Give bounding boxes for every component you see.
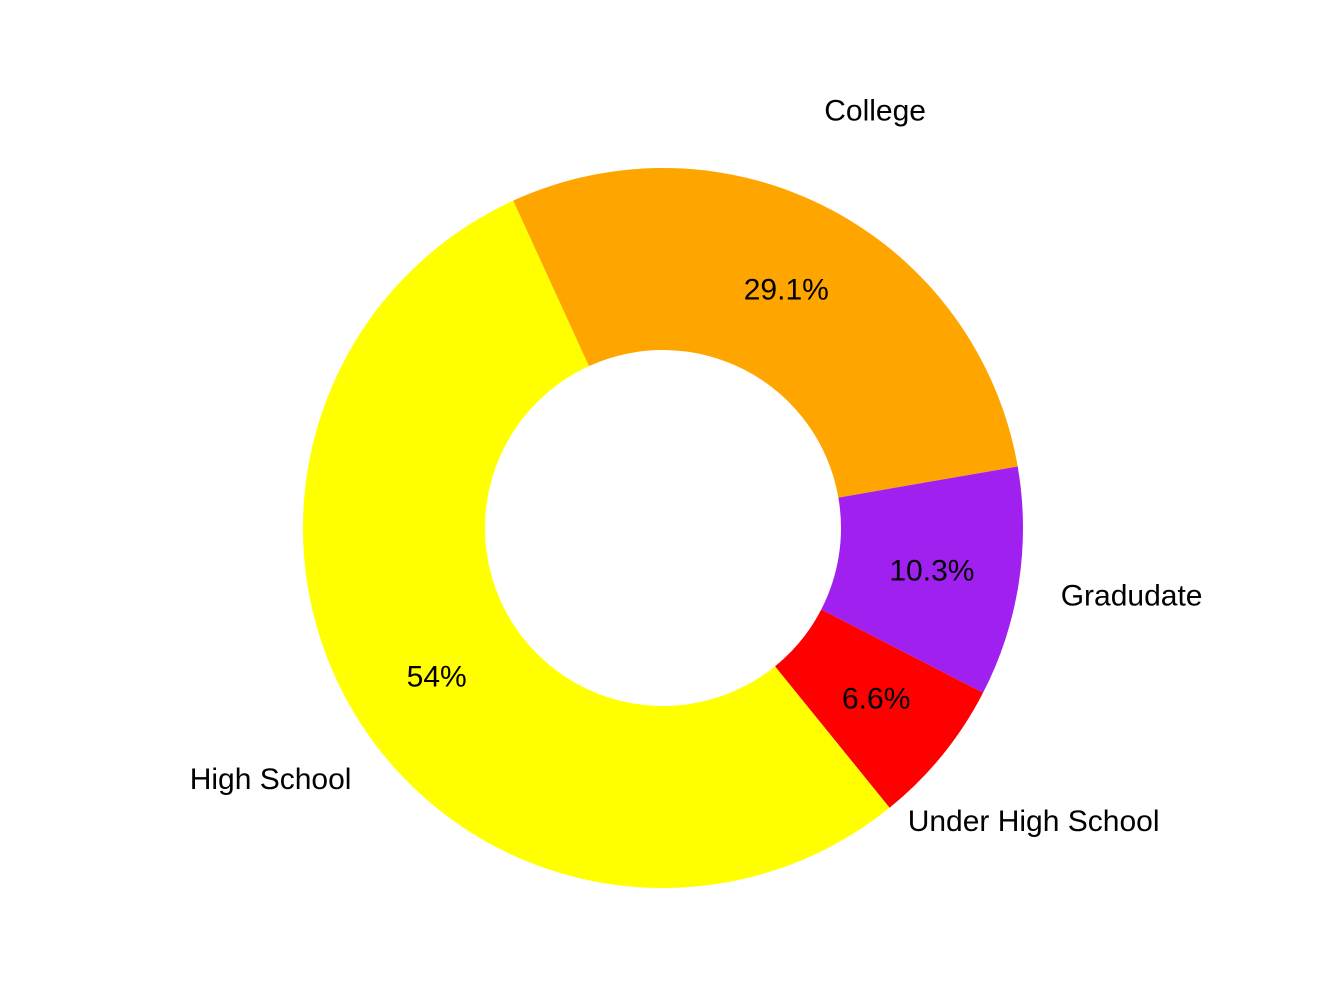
pie-slice-gradudate — [821, 466, 1023, 693]
pie-slice-college — [513, 168, 1018, 498]
category-label-college: College — [824, 95, 926, 128]
percent-label-gradudate: 10.3% — [889, 555, 974, 588]
percent-label-high-school: 54% — [407, 660, 467, 693]
category-label-under-high-school: Under High School — [908, 805, 1160, 838]
percent-label-college: 29.1% — [744, 274, 829, 307]
category-label-high-school: High School — [190, 763, 352, 796]
percent-label-under-high-school: 6.6% — [842, 683, 910, 716]
pie-slice-high-school — [302, 200, 890, 889]
pie-slice-under-high-school — [775, 609, 984, 808]
category-label-gradudate: Gradudate — [1061, 580, 1203, 613]
